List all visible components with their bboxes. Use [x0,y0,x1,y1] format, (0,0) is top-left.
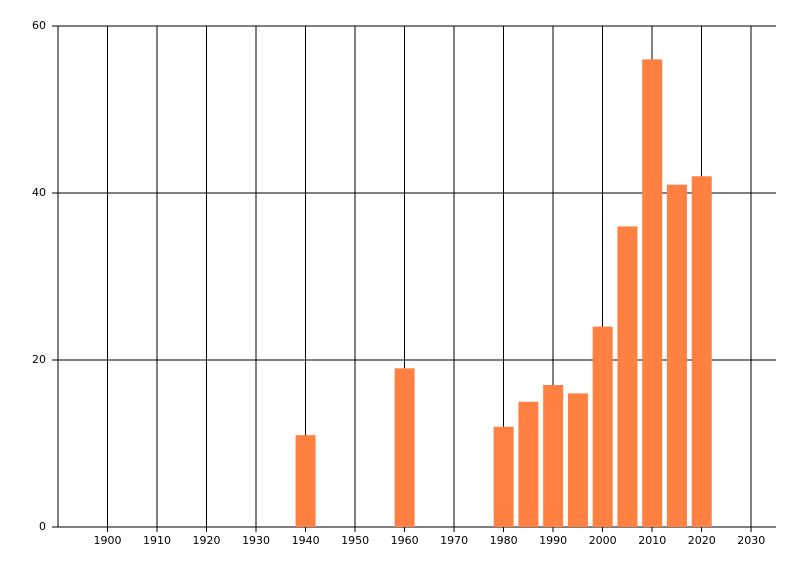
y-tick-label: 20 [32,353,46,366]
bar [295,435,316,527]
x-tick-label: 1900 [94,534,122,547]
bar [567,393,588,527]
x-tick-label: 1930 [242,534,270,547]
x-tick-label: 2010 [638,534,666,547]
x-tick-label: 1920 [193,534,221,547]
x-tick-label: 1990 [539,534,567,547]
bar [518,401,539,527]
bar [394,368,415,527]
y-tick-label: 0 [39,520,46,533]
x-tick-label: 1980 [490,534,518,547]
x-tick-label: 1960 [391,534,419,547]
bar [543,385,564,527]
x-tick-label: 2020 [688,534,716,547]
x-tick-label: 1950 [341,534,369,547]
bar [691,176,712,528]
x-tick-label: 1910 [143,534,171,547]
bar [666,184,687,527]
x-tick-label: 1940 [292,534,320,547]
y-tick-label: 60 [32,19,46,32]
bar [617,226,638,527]
bar [493,426,514,527]
bar [592,326,613,527]
y-tick-label: 40 [32,186,46,199]
x-tick-label: 1970 [440,534,468,547]
x-tick-label: 2030 [737,534,765,547]
x-tick-label: 2000 [589,534,617,547]
bar [642,59,663,528]
